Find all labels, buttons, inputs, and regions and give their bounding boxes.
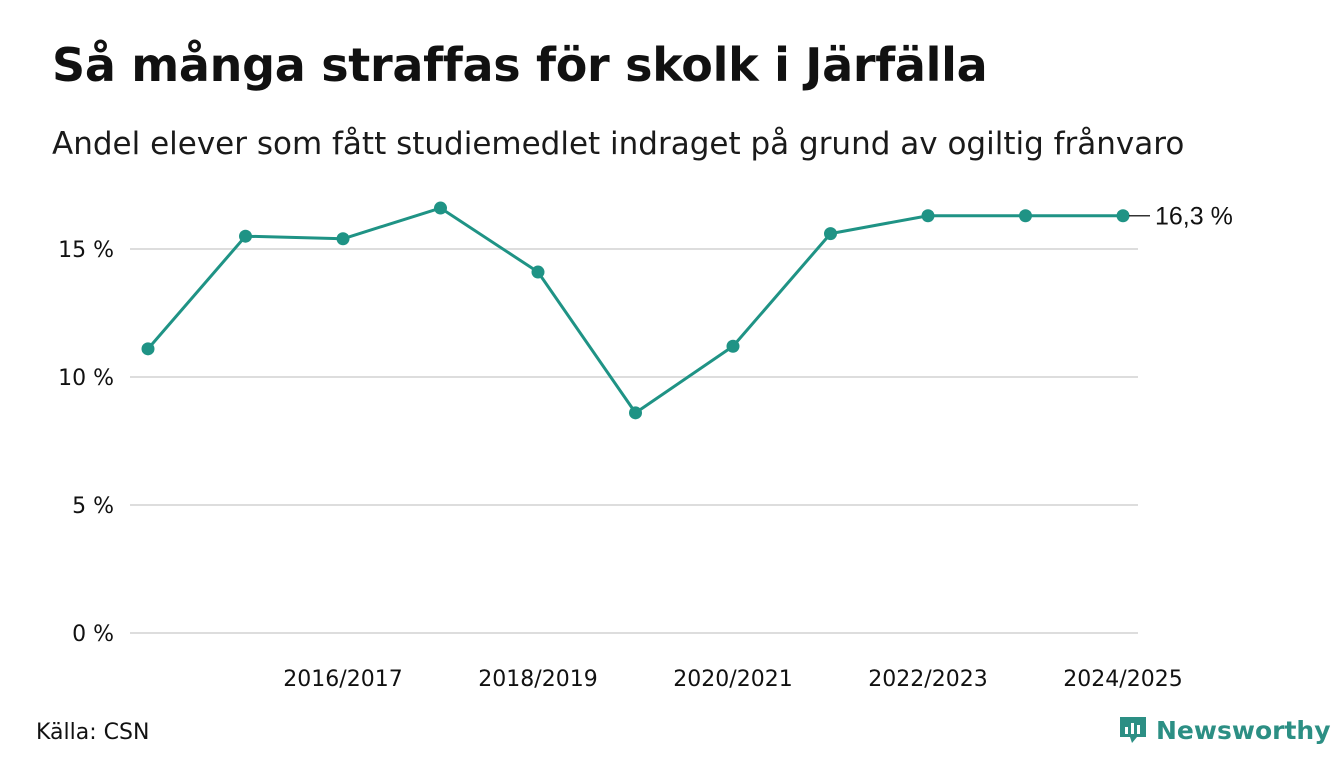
x-tick-label: 2020/2021: [673, 667, 792, 692]
brand-logo: Newsworthy: [1118, 714, 1331, 746]
data-point: [239, 229, 252, 243]
data-series: [141, 201, 1130, 420]
y-tick-label: 5 %: [72, 494, 114, 519]
y-tick-label: 10 %: [58, 366, 114, 391]
chart-subtitle: Andel elever som fått studiemedlet indra…: [52, 126, 1185, 162]
data-point: [141, 342, 155, 356]
data-point: [726, 339, 740, 353]
data-point: [824, 227, 837, 241]
newsworthy-logo-icon: [1120, 717, 1146, 743]
source-note: Källa: CSN: [36, 720, 150, 745]
end-value-label: 16,3 %: [1155, 203, 1233, 231]
data-point: [531, 265, 545, 279]
data-point: [921, 209, 935, 223]
y-axis-ticks: 0 % 5 % 10 % 15 %: [58, 238, 114, 647]
x-tick-label: 2024/2025: [1063, 667, 1182, 692]
data-point: [1116, 209, 1130, 223]
data-point: [336, 232, 350, 246]
data-point: [629, 406, 642, 420]
series-line: [146, 206, 1123, 415]
data-point: [434, 201, 447, 215]
x-tick-label: 2016/2017: [283, 667, 402, 692]
line-chart: 0 % 5 % 10 % 15 % 2016/2017 2018/2019 2020/20…: [58, 201, 1233, 692]
chart-title: Så många straffas för skolk i Järfälla: [52, 38, 988, 92]
y-tick-label: 0 %: [72, 622, 114, 647]
y-tick-label: 15 %: [58, 238, 114, 263]
x-tick-label: 2018/2019: [478, 667, 597, 692]
end-label-group: 16,3 %: [1129, 203, 1233, 231]
x-tick-label: 2022/2023: [868, 667, 987, 692]
x-axis-ticks: 2016/2017 2018/2019 2020/2021 2022/2023 2024…: [283, 667, 1182, 692]
gridlines: [130, 248, 1138, 634]
brand-name: Newsworthy: [1156, 715, 1331, 745]
data-point: [1019, 209, 1032, 223]
